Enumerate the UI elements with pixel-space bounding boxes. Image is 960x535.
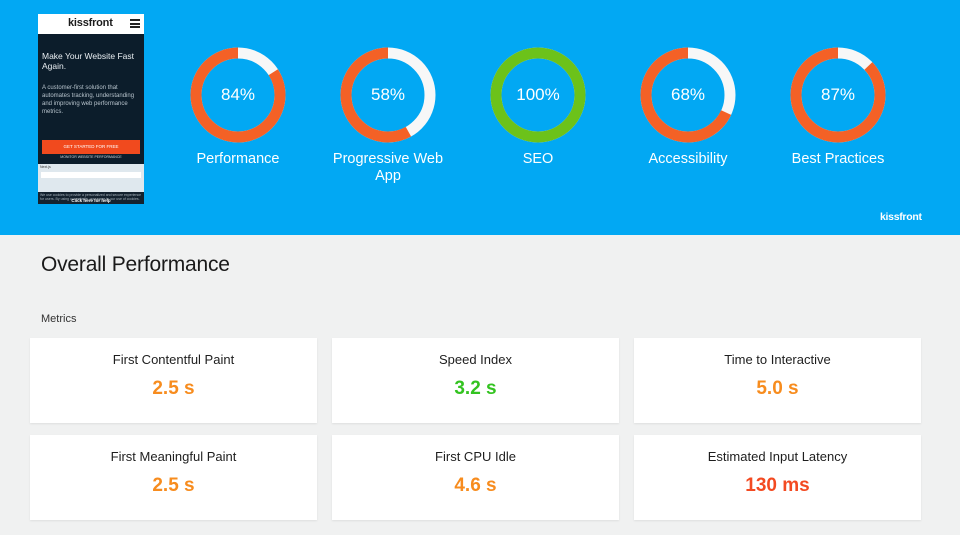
gauge-label: Accessibility xyxy=(648,151,728,167)
gauge-ring xyxy=(190,47,286,143)
metric-title: First CPU Idle xyxy=(435,449,516,464)
preview-logo: kissfront xyxy=(68,17,113,29)
metric-card-time-to-interactive: Time to Interactive 5.0 s xyxy=(634,338,921,423)
gauge-value: 58% xyxy=(370,85,406,104)
metric-card-estimated-input-latency: Estimated Input Latency 130 ms xyxy=(634,435,921,520)
gauge-fill xyxy=(790,47,886,143)
metric-title: First Contentful Paint xyxy=(112,352,235,367)
preview-help: Click here for help xyxy=(71,198,111,203)
gauge-label: SEO xyxy=(522,151,554,167)
gauge-label: Best Practices xyxy=(791,151,885,167)
metric-title: First Meaningful Paint xyxy=(110,449,237,464)
metric-title: Estimated Input Latency xyxy=(707,449,848,464)
metric-card-first-contentful-paint: First Contentful Paint 2.5 s xyxy=(30,338,317,423)
gauge-ring xyxy=(490,47,586,143)
gauge-label: Progressive Web App xyxy=(332,151,444,184)
gauge-fill xyxy=(490,47,586,143)
metric-value: 5.0 s xyxy=(756,378,799,399)
preview-navbar: kissfront xyxy=(38,14,144,34)
preview-link: MONITOR WEBSITE PERFORMANCE xyxy=(60,155,122,159)
gauge-label: Performance xyxy=(196,151,280,167)
gauge-value: 87% xyxy=(820,85,856,104)
preview-cta-button: GET STARTED FOR FREE xyxy=(42,140,140,154)
metric-card-first-cpu-idle: First CPU Idle 4.6 s xyxy=(332,435,619,520)
metric-title: Speed Index xyxy=(438,352,512,367)
preview-strip-label: Next.js xyxy=(40,165,51,169)
metric-value: 130 ms xyxy=(745,475,810,496)
metric-value: 3.2 s xyxy=(454,378,497,399)
preview-image-strip: Next.js xyxy=(38,164,144,192)
gauge-ring xyxy=(790,47,886,143)
site-preview-thumbnail[interactable]: kissfront Make Your Website Fast Again. … xyxy=(38,14,144,204)
gauge-value: 100% xyxy=(516,85,560,104)
metrics-heading: Metrics xyxy=(41,313,77,325)
gauge-fill xyxy=(340,47,436,143)
gauge-value: 84% xyxy=(220,85,256,104)
preview-strip-box xyxy=(41,172,141,178)
preview-headline: Make Your Website Fast Again. xyxy=(42,51,134,71)
gauge-fill xyxy=(640,47,736,143)
metric-value: 2.5 s xyxy=(152,378,195,399)
gauge-ring xyxy=(640,47,736,143)
score-header: kissfront Make Your Website Fast Again. … xyxy=(0,0,960,235)
preview-cookie-banner: We use cookies to provide a personalized… xyxy=(38,192,144,204)
page-title: Overall Performance xyxy=(41,253,230,276)
metric-card-speed-index: Speed Index 3.2 s xyxy=(332,338,619,423)
metric-value: 4.6 s xyxy=(454,475,497,496)
hamburger-icon xyxy=(130,19,140,28)
metric-card-first-meaningful-paint: First Meaningful Paint 2.5 s xyxy=(30,435,317,520)
preview-subtext: A customer-first solution that automates… xyxy=(42,85,135,115)
metric-value: 2.5 s xyxy=(152,475,195,496)
metric-title: Time to Interactive xyxy=(724,352,831,367)
gauge-value: 68% xyxy=(670,85,706,104)
brand-logo: kissfront xyxy=(880,211,922,223)
gauge-fill xyxy=(190,47,286,143)
gauge-ring xyxy=(340,47,436,143)
